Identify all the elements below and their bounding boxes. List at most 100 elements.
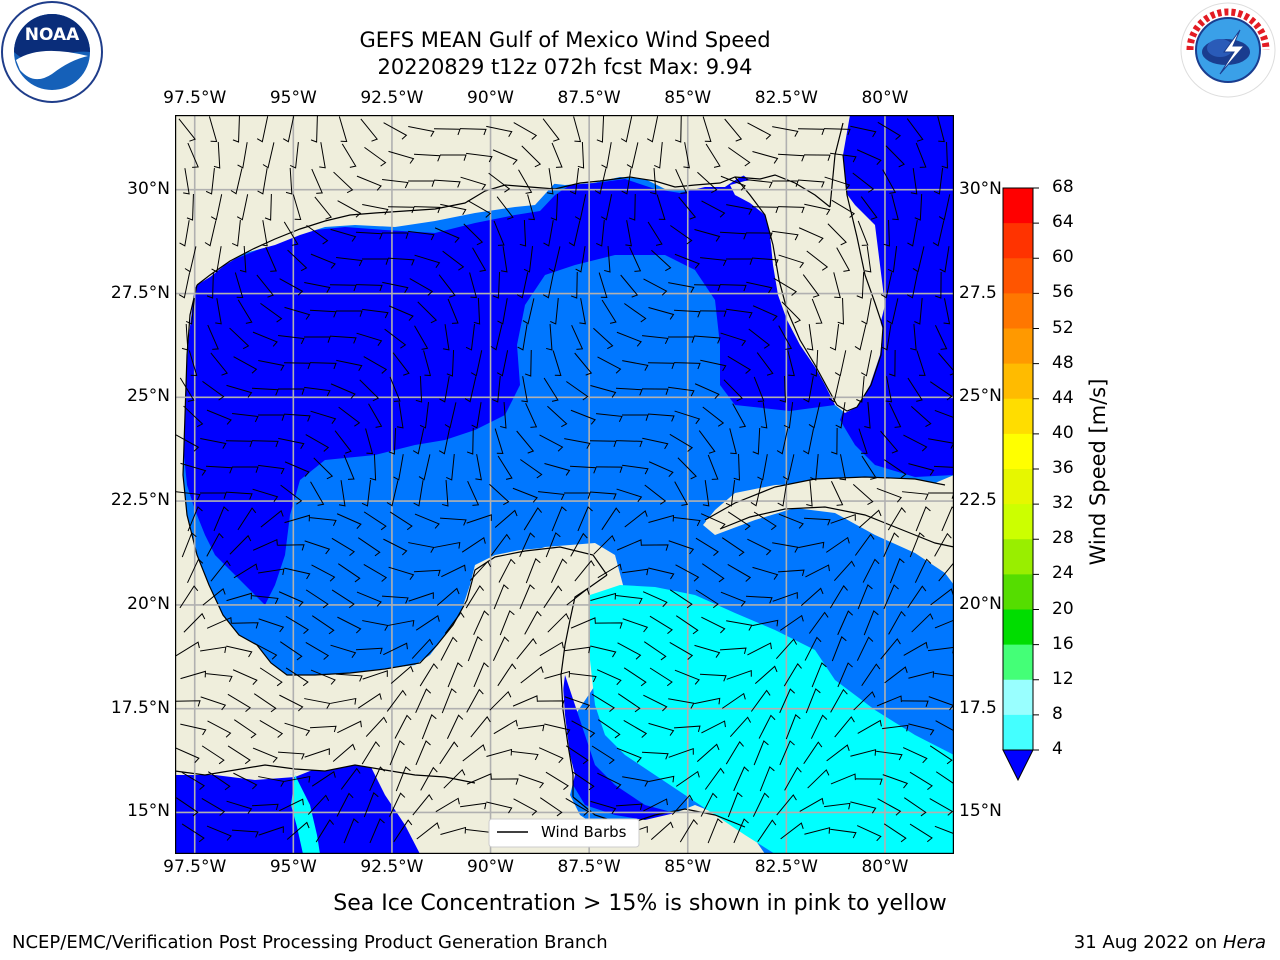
wind-barb xyxy=(850,749,877,757)
wind-barb xyxy=(279,278,304,296)
wind-barb xyxy=(803,741,823,765)
wind-barb xyxy=(516,430,535,454)
wind-barb xyxy=(903,434,928,452)
wind-barb xyxy=(596,220,605,247)
wind-barb xyxy=(704,767,725,790)
wind-barb xyxy=(830,688,848,713)
wind-barb xyxy=(512,695,538,707)
wind-barb xyxy=(805,564,830,578)
wind-barb xyxy=(668,386,695,397)
wind-barb xyxy=(175,491,201,501)
wind-barb xyxy=(183,405,204,428)
lat-label-left: 15°N xyxy=(127,801,170,822)
wind-barb xyxy=(810,714,828,739)
lat-label-right: 25°N xyxy=(959,386,1002,407)
wind-barb xyxy=(615,803,643,811)
wind-barb xyxy=(208,116,218,143)
wind-barb xyxy=(752,792,770,817)
colorbar-under-extension xyxy=(1002,749,1034,782)
wind-barb xyxy=(752,305,778,322)
nws-logo xyxy=(1178,0,1278,100)
wind-barb xyxy=(438,274,456,298)
wind-barb xyxy=(365,716,388,737)
wind-barb xyxy=(669,433,694,452)
wind-barb xyxy=(284,775,311,783)
wind-barb xyxy=(384,328,407,349)
wind-barb xyxy=(938,352,954,376)
wind-barb xyxy=(525,402,538,428)
wind-barb xyxy=(441,688,457,714)
wind-barb xyxy=(265,246,277,272)
wind-barb xyxy=(780,614,804,631)
wind-barb xyxy=(550,558,568,583)
wind-barb xyxy=(256,116,269,143)
wind-barb xyxy=(670,225,693,245)
colorbar-tick-label: 24 xyxy=(1052,563,1074,584)
wind-barb xyxy=(830,828,857,839)
wind-barb xyxy=(201,797,226,816)
wind-barb xyxy=(225,440,253,448)
wind-barb xyxy=(381,232,409,239)
wind-barb xyxy=(906,118,924,142)
wind-barb xyxy=(914,298,923,325)
colorbar-band xyxy=(1003,504,1033,540)
wind-barb xyxy=(179,220,190,247)
wind-barb xyxy=(338,406,361,427)
wind-barb xyxy=(280,484,303,505)
wind-barb xyxy=(387,257,415,266)
wind-barb xyxy=(783,402,794,429)
colorbar-band xyxy=(1003,328,1033,365)
wind-barb xyxy=(488,172,511,193)
wind-barb xyxy=(279,694,304,712)
wind-barb xyxy=(747,122,772,140)
wind-barb xyxy=(726,204,753,215)
wind-barb xyxy=(648,514,675,523)
wind-barb xyxy=(877,798,902,816)
wind-barb xyxy=(622,464,649,475)
wind-barb xyxy=(211,246,222,273)
wind-barb xyxy=(624,303,647,323)
wind-barb xyxy=(648,567,675,580)
wind-barb xyxy=(596,669,622,686)
wind-barb xyxy=(205,168,215,195)
wind-barb xyxy=(907,220,918,247)
wind-barb xyxy=(202,380,225,401)
wind-barb xyxy=(277,751,305,760)
lat-label-left: 27.5°N xyxy=(110,282,170,303)
wind-barb xyxy=(409,278,434,296)
wind-barb xyxy=(304,748,330,758)
wind-barb xyxy=(835,402,846,429)
wind-barb xyxy=(386,689,407,712)
mexico-land xyxy=(175,115,605,805)
wind-barb xyxy=(469,272,478,299)
wind-barb xyxy=(595,466,623,473)
wind-barb xyxy=(876,750,903,761)
wind-barb xyxy=(934,672,954,677)
wind-barb xyxy=(855,778,883,785)
wind-barb xyxy=(382,179,409,189)
wind-barb xyxy=(233,772,258,790)
wind-barb xyxy=(473,297,481,325)
wind-barb xyxy=(727,792,743,818)
wind-barb xyxy=(674,481,689,506)
wind-barb xyxy=(471,402,482,429)
wind-barb xyxy=(829,324,840,351)
wind-barb xyxy=(278,591,304,607)
wind-barb xyxy=(650,821,674,840)
wind-barb xyxy=(597,772,622,790)
wind-barb xyxy=(338,116,348,143)
wind-barb xyxy=(856,636,874,661)
wind-barb xyxy=(642,335,669,345)
wind-barb xyxy=(808,611,829,634)
wind-barb xyxy=(622,618,649,633)
wind-barb xyxy=(388,150,415,164)
wind-barb xyxy=(861,455,877,480)
wind-barb xyxy=(934,619,954,629)
wind-barb xyxy=(758,714,776,739)
wind-barb xyxy=(935,271,942,299)
wind-barb xyxy=(694,383,720,400)
wind-barb xyxy=(771,180,799,187)
wind-barb xyxy=(752,427,761,455)
wind-barb xyxy=(309,309,337,318)
wind-barb xyxy=(233,356,258,374)
